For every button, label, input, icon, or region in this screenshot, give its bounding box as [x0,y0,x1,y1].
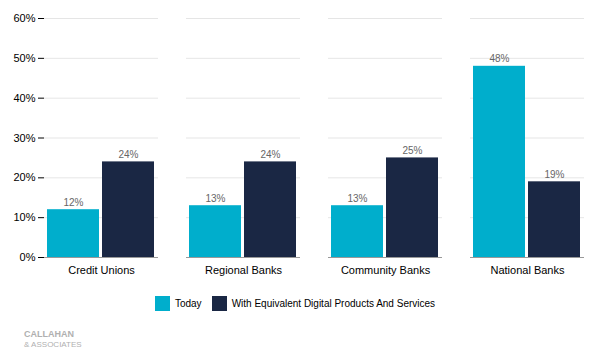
svg-text:50%: 50% [13,52,35,64]
svg-text:Regional Banks: Regional Banks [205,264,283,276]
svg-text:25%: 25% [402,145,422,156]
svg-text:30%: 30% [13,132,35,144]
html-text:Today: Today [174,298,202,309]
svg-text:12%: 12% [63,197,83,208]
svg-text:0%: 0% [20,251,36,263]
svg-text:Community Banks: Community Banks [341,264,431,276]
svg-text:13%: 13% [205,193,225,204]
svg-text:48%: 48% [489,53,509,64]
svg-text:National Banks: National Banks [491,264,565,276]
html-text:With Equivalent Digital Produc: With Equivalent Digital Products And Ser… [231,298,436,309]
svg-text:19%: 19% [544,169,564,180]
svg-text:40%: 40% [13,92,35,104]
svg-text:24%: 24% [118,149,138,160]
svg-text:13%: 13% [347,193,367,204]
svg-text:10%: 10% [13,211,35,223]
svg-text:24%: 24% [260,149,280,160]
svg-text:20%: 20% [13,171,35,183]
html-text:CALLAHAN: CALLAHAN [24,329,74,339]
svg-text:60%: 60% [13,12,35,24]
html-text:& ASSOCIATES: & ASSOCIATES [24,339,82,349]
svg-text:Credit Unions: Credit Unions [68,264,135,276]
